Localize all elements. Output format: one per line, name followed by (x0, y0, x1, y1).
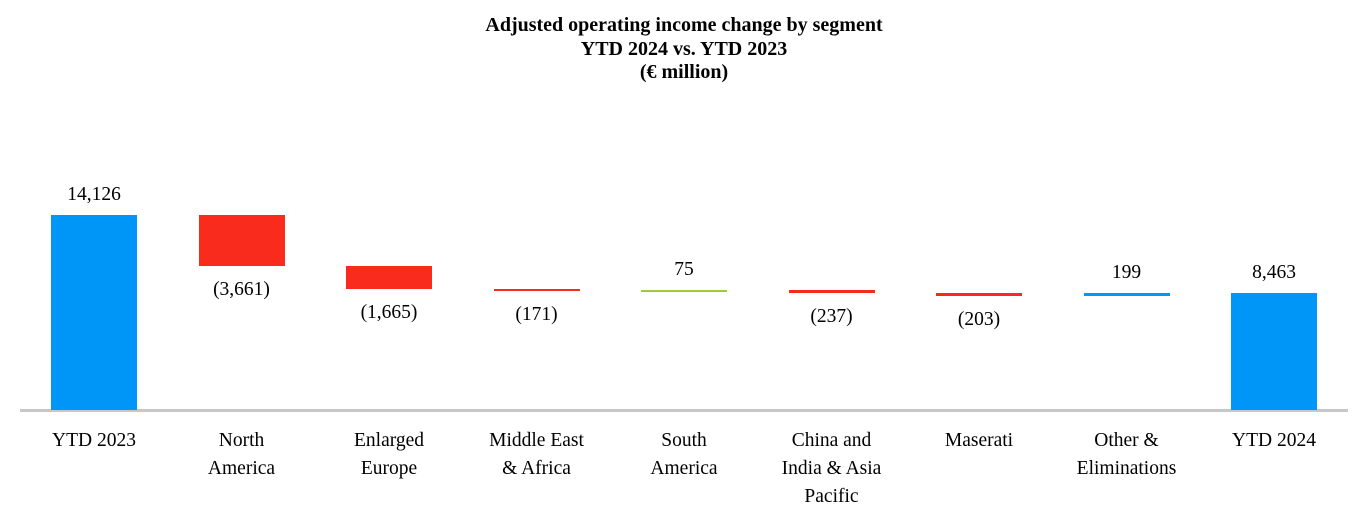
bar-middle-east-africa (493, 288, 580, 291)
bar-maserati (936, 293, 1022, 296)
bar-south-america (641, 289, 727, 292)
value-label-ytd-2023: 14,126 (67, 184, 121, 205)
value-label-maserati: (203) (957, 308, 1001, 330)
bar-enlarged-europe (346, 265, 432, 289)
value-label-south-america: 75 (674, 258, 694, 280)
value-label-north-america: (3,661) (213, 278, 270, 300)
category-label-enlarged-europe: Enlarged Europe (353, 430, 425, 479)
category-label-south-america: South America (650, 430, 718, 479)
bar-other-eliminations (1083, 293, 1170, 296)
category-label-north-america: North America (207, 430, 276, 479)
value-label-middle-east-africa: (171) (515, 303, 558, 325)
category-label-middle-east-africa: Middle East & Africa (489, 430, 584, 479)
value-label-other-eliminations: 199 (1111, 262, 1142, 284)
category-label-other-eliminations: Other & Eliminations (1076, 430, 1177, 479)
category-label-china-india-asia-pacific: China and India & Asia Pacific (781, 430, 882, 507)
bar-north-america (198, 215, 285, 266)
chart-units-label: (€ million) (639, 61, 729, 83)
value-label-enlarged-europe: (1,665) (360, 301, 418, 323)
category-label-maserati: Maserati (944, 430, 1014, 451)
bar-china-india-asia-pacific (788, 289, 875, 294)
bar-ytd-2023 (51, 215, 137, 410)
category-label-ytd-2023: YTD 2023 (52, 430, 136, 451)
bar-ytd-2024 (1231, 293, 1317, 410)
x-axis-line (20, 409, 1348, 412)
chart-title-block: Adjusted operating income change by segm… (0, 14, 1368, 85)
chart-title: Adjusted operating income change by segm… (485, 14, 883, 36)
value-label-ytd-2024: 8,463 (1252, 262, 1296, 284)
category-label-ytd-2024: YTD 2024 (1232, 430, 1316, 451)
chart-subtitle: YTD 2024 vs. YTD 2023 (580, 37, 788, 60)
value-label-china-india-asia-pacific: (237) (810, 306, 853, 328)
